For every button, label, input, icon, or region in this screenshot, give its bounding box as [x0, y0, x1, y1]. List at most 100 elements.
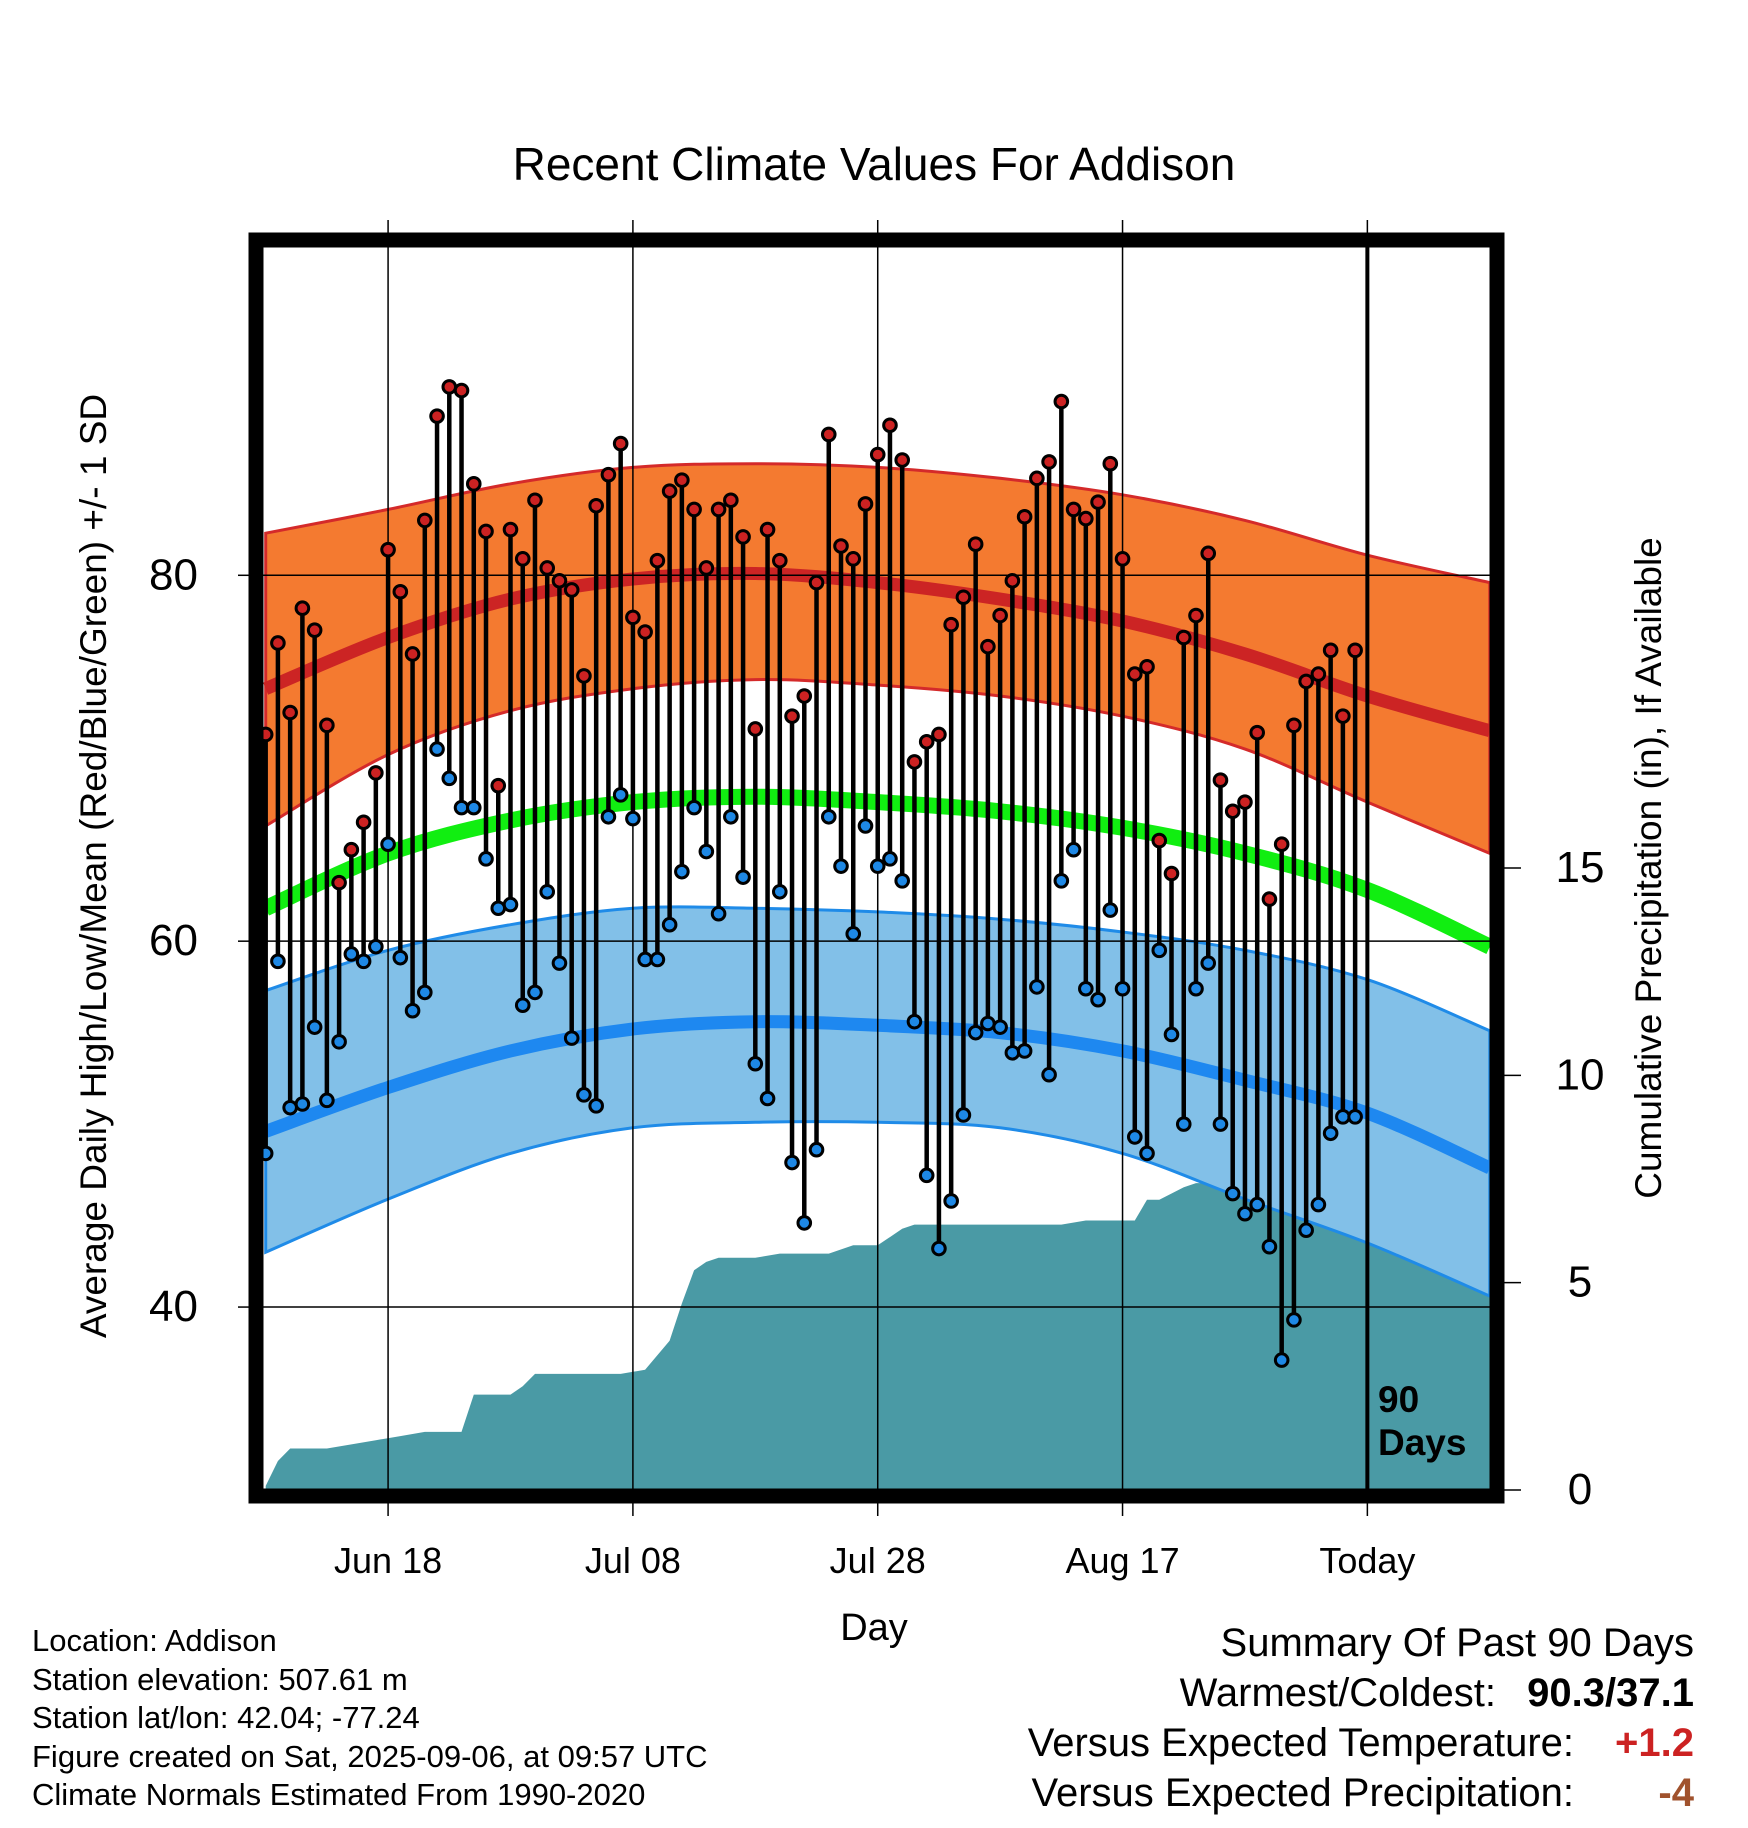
daily-low-point [502, 896, 519, 913]
daily-high-point [588, 497, 604, 514]
daily-low-point [649, 951, 666, 968]
daily-high-point [551, 572, 568, 589]
daily-low-point [771, 883, 788, 900]
daily-high-point [637, 624, 653, 640]
daily-low-point [527, 984, 543, 1001]
daily-high-point [820, 426, 837, 443]
today-label-days-count: 90 [1378, 1379, 1419, 1420]
daily-low-point [514, 997, 531, 1014]
daily-low-point [723, 808, 739, 825]
daily-low-point [417, 984, 433, 1001]
daily-low-point [943, 1193, 959, 1209]
daily-low-point [465, 799, 482, 816]
daily-low-point [735, 869, 751, 885]
daily-low-point [747, 1055, 764, 1072]
y-axis-label: Average Daily High/Low/Mean (Red/Blue/Gr… [73, 394, 114, 1338]
daily-high-point [1139, 658, 1155, 675]
daily-low-point [882, 851, 898, 867]
daily-high-point [306, 622, 323, 638]
summary-heading: Summary Of Past 90 Days [1220, 1621, 1694, 1665]
latlon-text: Station lat/lon: 42.04; -77.24 [32, 1700, 420, 1735]
daily-low-point [1065, 841, 1082, 858]
daily-low-point [355, 953, 372, 970]
precip-anomaly-label: Versus Expected Precipitation: [1031, 1771, 1574, 1815]
x-tick-label: Aug 17 [1065, 1540, 1179, 1581]
daily-low-point [368, 938, 384, 955]
x-axis-label: Day [840, 1607, 908, 1649]
daily-low-point [906, 1013, 923, 1030]
daily-low-point [539, 883, 556, 900]
station-info: Location: Addison Station elevation: 507… [32, 1622, 708, 1815]
daily-low-point [600, 808, 617, 825]
daily-range-layer [257, 379, 1363, 1368]
daily-low-point [1335, 1109, 1351, 1125]
warmest-label: Warmest/Coldest: [1179, 1671, 1496, 1715]
daily-low-point [294, 1096, 311, 1112]
daily-high-point [1347, 642, 1363, 659]
daily-low-point [698, 843, 715, 860]
daily-high-point [649, 552, 666, 569]
daily-low-point [612, 787, 629, 803]
daily-high-point [808, 574, 825, 591]
daily-low-point [1249, 1196, 1265, 1213]
daily-high-point [1335, 708, 1351, 724]
summary-temp-row: Versus Expected Temperature: +1.2 [1028, 1718, 1694, 1768]
daily-high-point [845, 551, 862, 567]
daily-high-point [417, 512, 433, 529]
temp-anomaly-value: +1.2 [1615, 1721, 1694, 1765]
daily-high-point [943, 616, 959, 633]
daily-high-point [882, 417, 898, 434]
daily-low-point [392, 949, 409, 966]
daily-low-point [478, 851, 494, 867]
daily-low-point [270, 953, 286, 970]
daily-low-point [1286, 1312, 1302, 1328]
daily-low-point [576, 1087, 592, 1103]
warmest-value: 90.3/37.1 [1527, 1671, 1694, 1715]
daily-low-point [931, 1240, 947, 1257]
daily-low-point [1041, 1066, 1057, 1083]
x-tick-label: Today [1319, 1540, 1415, 1581]
daily-low-point [1212, 1116, 1229, 1132]
daily-low-point [306, 1019, 323, 1035]
daily-low-point [869, 858, 886, 874]
y2-axis-label: Cumulative Precipitation (in), If Availa… [1628, 537, 1669, 1199]
daily-high-point [490, 777, 507, 794]
daily-high-point [918, 733, 935, 750]
daily-low-point [1102, 902, 1119, 918]
y2-tick-label: 15 [1556, 843, 1605, 892]
daily-high-point [453, 382, 470, 399]
daily-low-point [833, 858, 849, 874]
daily-high-point [1090, 494, 1106, 510]
daily-low-point [343, 946, 360, 962]
daily-high-point [1065, 501, 1082, 518]
daily-low-point [1151, 942, 1168, 959]
daily-low-point [918, 1167, 935, 1184]
daily-high-point [612, 435, 629, 452]
daily-low-point [796, 1215, 813, 1231]
location-text: Location: Addison [32, 1623, 277, 1658]
daily-high-point [1249, 724, 1265, 741]
x-tick-label: Jun 18 [334, 1540, 442, 1581]
daily-low-point [1175, 1116, 1192, 1132]
daily-high-point [625, 609, 641, 626]
daily-low-point [1273, 1352, 1290, 1368]
daily-high-point [1188, 607, 1204, 624]
daily-low-point [784, 1154, 800, 1171]
daily-low-point [1029, 979, 1045, 995]
daily-high-point [1041, 454, 1057, 470]
daily-high-point [539, 560, 556, 576]
daily-low-point [1053, 873, 1070, 889]
daily-high-point [1298, 673, 1314, 690]
summary-panel: Summary Of Past 90 Days Warmest/Coldest:… [1028, 1618, 1694, 1818]
daily-high-point [723, 492, 739, 509]
daily-high-point [784, 708, 800, 724]
daily-low-point [637, 951, 653, 968]
daily-low-point [282, 1099, 298, 1116]
y2-tick-label: 10 [1556, 1050, 1605, 1099]
daily-low-point [1224, 1185, 1241, 1202]
daily-high-point [478, 523, 494, 540]
daily-low-point [1310, 1196, 1327, 1213]
daily-high-point [931, 726, 947, 743]
daily-high-point [1286, 717, 1302, 734]
daily-high-point [1224, 803, 1241, 820]
